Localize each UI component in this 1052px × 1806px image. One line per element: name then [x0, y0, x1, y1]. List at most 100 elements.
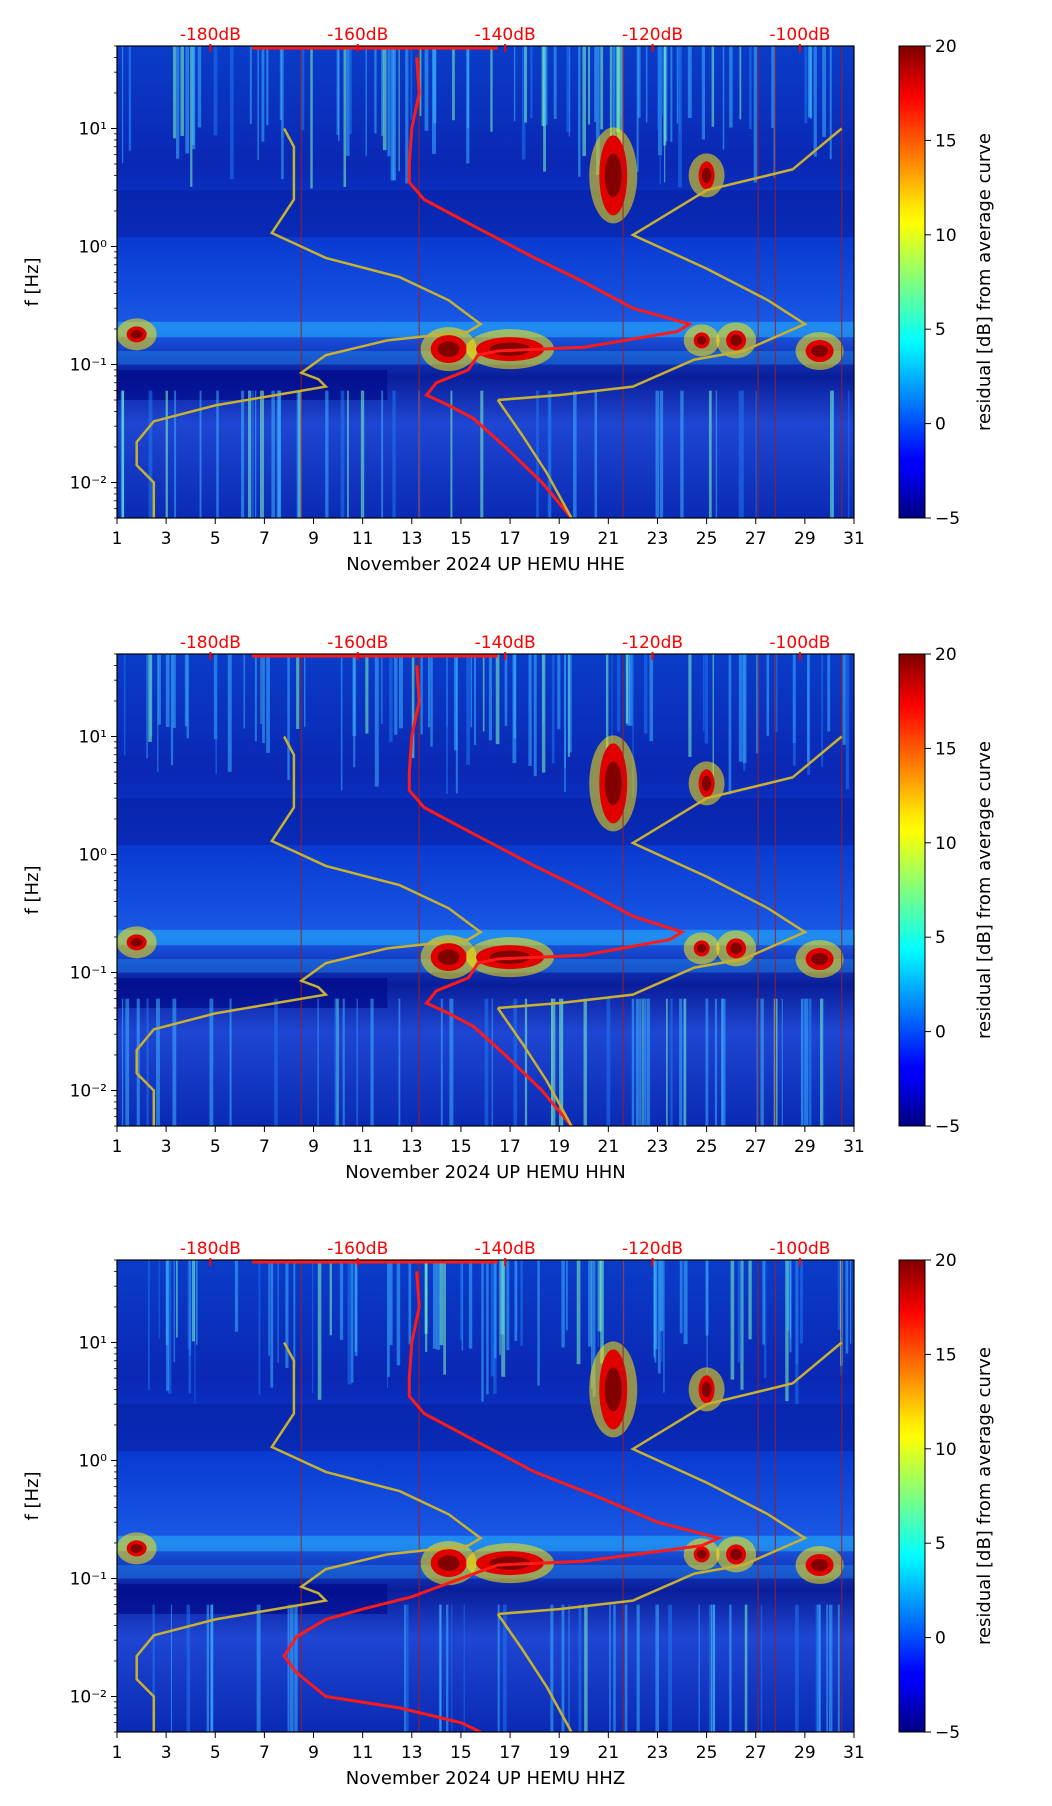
colorbar-tick-label: 15	[935, 739, 957, 759]
noise-model-curve-2-1	[135, 735, 483, 1126]
spectrogram-image	[117, 654, 854, 1126]
colorbar-tick-label: 15	[935, 131, 957, 151]
colorbar-tick-label: 0	[935, 1629, 946, 1649]
noise-model-curve-2-2	[497, 735, 843, 1010]
y-axis-label: f [Hz]	[22, 865, 43, 914]
x-tick-label: 31	[843, 1743, 865, 1763]
x-tick-label: 9	[308, 529, 319, 549]
noise-model-curve-3-1	[135, 1341, 483, 1732]
x-tick-label: 9	[308, 1743, 319, 1763]
x-tick-label: 23	[647, 1137, 669, 1157]
db-tick-label: -120dB	[622, 1239, 683, 1259]
y-axis-label: f [Hz]	[22, 257, 43, 306]
x-tick-label: 7	[259, 529, 270, 549]
db-tick-label: -180dB	[180, 633, 241, 653]
x-tick-label: 15	[450, 529, 472, 549]
db-tick-label: -160dB	[327, 25, 388, 45]
x-tick-label: 13	[401, 529, 423, 549]
colorbar-label: residual [dB] from average curve	[974, 133, 995, 431]
x-tick-label: 25	[696, 529, 718, 549]
db-tick-label: -100dB	[769, 633, 830, 653]
x-tick-label: 19	[548, 529, 570, 549]
db-tick-label: -180dB	[180, 1239, 241, 1259]
colorbar-tick-label: 20	[935, 1251, 957, 1271]
x-tick-label: 9	[308, 1137, 319, 1157]
x-axis-label: November 2024 UP HEMU HHZ	[346, 1768, 625, 1789]
x-tick-label: 21	[598, 1743, 620, 1763]
db-tick-label: -100dB	[769, 25, 830, 45]
colorbar	[898, 1259, 926, 1733]
spectrogram-image	[117, 46, 854, 518]
x-tick-label: 29	[794, 529, 816, 549]
x-tick-label: 31	[843, 1137, 865, 1157]
x-tick-label: 21	[598, 1137, 620, 1157]
colorbar-tick-label: 5	[935, 1534, 946, 1554]
average-curve-2-0	[407, 665, 686, 1126]
noise-model-curve-3-3	[496, 1613, 573, 1732]
y-axis-label: f [Hz]	[22, 1471, 43, 1520]
y-tick-label: 10⁰	[79, 237, 108, 257]
x-tick-label: 7	[259, 1137, 270, 1157]
colorbar-tick-label: 5	[935, 320, 946, 340]
colorbar-label: residual [dB] from average curve	[974, 741, 995, 1039]
x-tick-label: 27	[745, 1137, 767, 1157]
average-curve-3-0	[282, 1271, 724, 1732]
x-tick-label: 3	[161, 1743, 172, 1763]
x-tick-label: 15	[450, 1743, 472, 1763]
x-tick-label: 15	[450, 1137, 472, 1157]
y-tick-label: 10⁻²	[70, 1687, 107, 1707]
x-tick-label: 7	[259, 1743, 270, 1763]
average-curve-1-0	[407, 57, 694, 518]
x-tick-label: 25	[696, 1137, 718, 1157]
db-tick-label: -140dB	[475, 25, 536, 45]
x-tick-label: 13	[401, 1743, 423, 1763]
x-tick-label: 11	[352, 1137, 374, 1157]
db-tick-label: -140dB	[475, 1239, 536, 1259]
noise-model-curve-1-3	[496, 399, 573, 518]
y-tick-label: 10⁻¹	[70, 355, 107, 375]
colorbar-tick-label: 0	[935, 415, 946, 435]
x-tick-label: 5	[210, 1137, 221, 1157]
y-tick-label: 10⁰	[79, 845, 108, 865]
x-tick-label: 27	[745, 529, 767, 549]
x-tick-label: 29	[794, 1137, 816, 1157]
colorbar-tick-label: 10	[935, 834, 957, 854]
noise-model-curve-1-1	[135, 127, 483, 518]
x-tick-label: 23	[647, 1743, 669, 1763]
x-tick-label: 1	[112, 1743, 123, 1763]
x-tick-label: 29	[794, 1743, 816, 1763]
x-tick-label: 17	[499, 1137, 521, 1157]
colorbar-tick-label: 10	[935, 1440, 957, 1460]
x-tick-label: 25	[696, 1743, 718, 1763]
x-tick-label: 5	[210, 529, 221, 549]
db-tick-label: -160dB	[327, 1239, 388, 1259]
colorbar	[898, 653, 926, 1127]
x-tick-label: 3	[161, 529, 172, 549]
x-tick-label: 3	[161, 1137, 172, 1157]
y-tick-label: 10⁻¹	[70, 1569, 107, 1589]
x-tick-label: 31	[843, 529, 865, 549]
y-tick-label: 10¹	[79, 1333, 107, 1353]
colorbar-tick-label: 5	[935, 928, 946, 948]
x-tick-label: 19	[548, 1743, 570, 1763]
x-tick-label: 19	[548, 1137, 570, 1157]
x-tick-label: 11	[352, 529, 374, 549]
db-tick-label: -120dB	[622, 633, 683, 653]
x-tick-label: 5	[210, 1743, 221, 1763]
colorbar-tick-label: 0	[935, 1023, 946, 1043]
colorbar-tick-label: 10	[935, 226, 957, 246]
db-tick-label: -100dB	[769, 1239, 830, 1259]
colorbar-tick-label: −5	[935, 509, 960, 529]
x-tick-label: 13	[401, 1137, 423, 1157]
noise-model-curve-3-2	[497, 1341, 843, 1616]
x-tick-label: 17	[499, 529, 521, 549]
x-axis-label: November 2024 UP HEMU HHN	[345, 1162, 626, 1183]
colorbar-tick-label: 20	[935, 37, 957, 57]
x-tick-label: 1	[112, 1137, 123, 1157]
y-tick-label: 10⁻²	[70, 473, 107, 493]
colorbar-tick-label: 15	[935, 1345, 957, 1365]
